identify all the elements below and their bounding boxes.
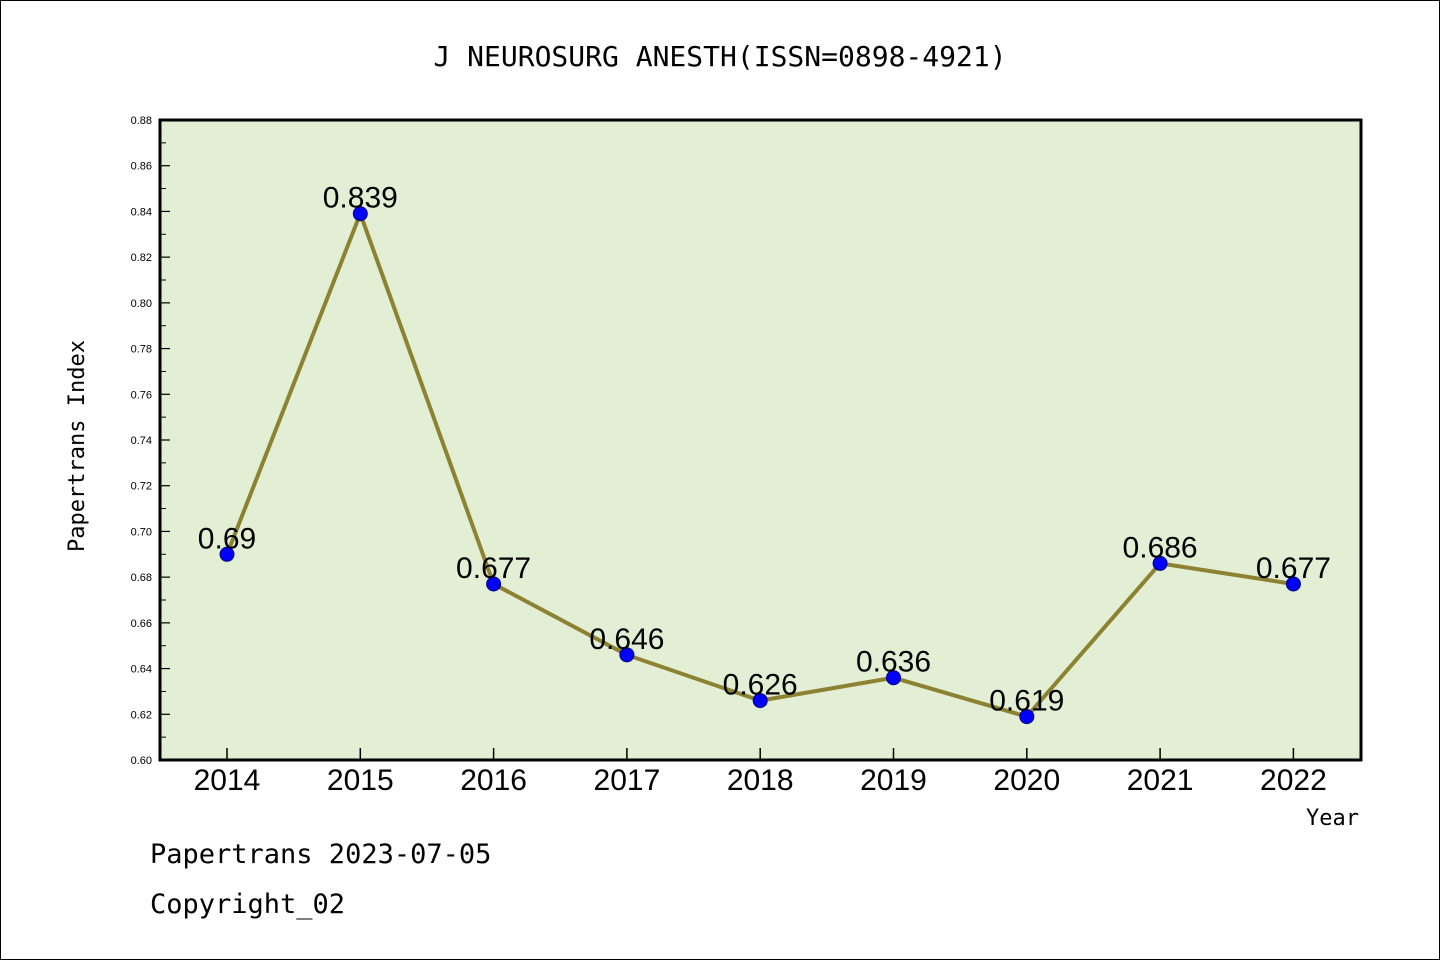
x-tick-label: 2015 <box>327 764 394 797</box>
data-point <box>1152 555 1168 571</box>
y-tick-label: 0.88 <box>131 115 152 127</box>
data-label: 0.619 <box>989 685 1064 718</box>
x-tick-label: 2016 <box>460 764 527 797</box>
y-tick-label: 0.82 <box>131 252 152 264</box>
data-label: 0.677 <box>1256 552 1331 585</box>
y-tick-label: 0.70 <box>131 526 152 538</box>
y-tick-label: 0.78 <box>131 344 152 356</box>
data-label: 0.646 <box>589 623 664 656</box>
data-point <box>1019 709 1035 725</box>
data-label: 0.686 <box>1123 531 1198 564</box>
y-tick-label: 0.72 <box>131 481 152 493</box>
data-label: 0.69 <box>198 522 256 555</box>
data-label: 0.636 <box>856 646 931 679</box>
x-axis: 2014 2015 2016 2017 2018 2019 2020 2021 2022 <box>194 748 1327 797</box>
data-point <box>886 670 901 686</box>
data-point <box>1285 576 1301 592</box>
y-tick-label: 0.80 <box>131 298 152 310</box>
x-tick-label: 2020 <box>993 764 1060 797</box>
footer-copyright: Copyright_02 <box>150 889 345 920</box>
y-tick-label: 0.64 <box>131 664 152 676</box>
data-label: 0.839 <box>323 182 398 215</box>
y-tick-label: 0.86 <box>131 161 152 173</box>
x-axis-label: Year <box>1306 806 1359 831</box>
x-tick-label: 2017 <box>594 764 661 797</box>
y-tick-label: 0.62 <box>131 709 152 721</box>
x-tick-label: 2014 <box>194 764 261 797</box>
data-labels: 0.69 0.839 0.677 0.646 0.626 0.636 0.619 0.686 0… <box>198 182 1331 718</box>
plot-area <box>160 120 1361 760</box>
x-tick-label: 2021 <box>1127 764 1194 797</box>
data-point <box>219 546 235 562</box>
data-label: 0.677 <box>456 552 531 585</box>
x-tick-label: 2019 <box>860 764 927 797</box>
y-tick-label: 0.60 <box>131 755 152 767</box>
chart-title: J NEUROSURG ANESTH(ISSN=0898-4921) <box>433 40 1006 73</box>
y-tick-label: 0.76 <box>131 389 152 401</box>
y-tick-label: 0.66 <box>131 618 152 630</box>
data-point <box>352 206 368 222</box>
y-axis: 0.60 0.62 0.64 0.66 0.68 0.70 0.72 0.74 0.76 0.78… <box>131 115 170 767</box>
y-tick-label: 0.84 <box>131 206 152 218</box>
y-tick-label: 0.74 <box>131 435 152 447</box>
data-point <box>619 647 635 663</box>
series <box>219 206 1301 725</box>
footer-date: Papertrans 2023-07-05 <box>150 839 491 870</box>
data-label: 0.626 <box>723 669 798 702</box>
x-tick-label: 2022 <box>1260 764 1327 797</box>
plot-border <box>158 118 1363 762</box>
y-axis-label: Papertrans Index <box>65 340 90 552</box>
x-tick-label: 2018 <box>727 764 794 797</box>
data-point <box>486 576 502 592</box>
data-point <box>752 693 768 709</box>
y-tick-label: 0.68 <box>131 572 152 584</box>
